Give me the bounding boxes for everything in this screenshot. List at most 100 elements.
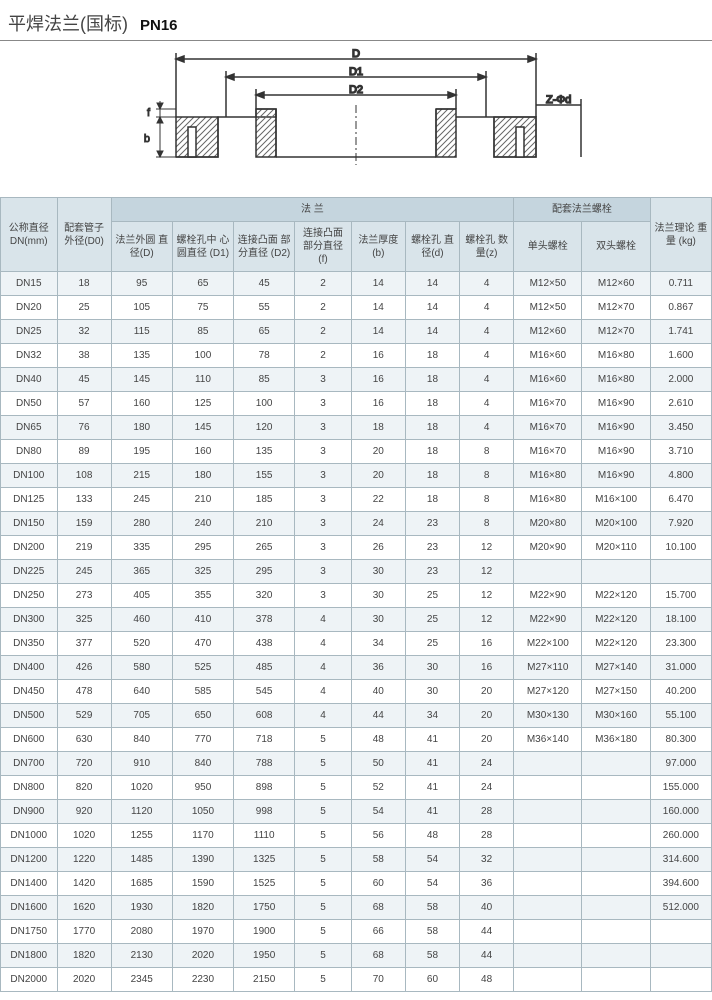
hdr-D1: 螺栓孔中 心圆直径 (D1) xyxy=(172,222,233,272)
table-cell: 180 xyxy=(111,416,172,440)
table-cell: 5 xyxy=(295,800,352,824)
table-cell: 650 xyxy=(172,704,233,728)
table-cell: M27×120 xyxy=(514,680,582,704)
table-cell: 38 xyxy=(57,344,111,368)
table-cell: 1770 xyxy=(57,920,111,944)
table-cell: 4 xyxy=(460,392,514,416)
table-cell: M16×90 xyxy=(582,440,650,464)
title-divider xyxy=(0,40,712,41)
table-cell: 18 xyxy=(405,392,459,416)
table-cell: M22×120 xyxy=(582,632,650,656)
table-cell: M16×90 xyxy=(582,416,650,440)
flange-diagram: D D1 D2 Z-Φd xyxy=(126,47,586,187)
table-cell: 1750 xyxy=(234,896,295,920)
table-cell: 1170 xyxy=(172,824,233,848)
table-cell: 3 xyxy=(295,440,352,464)
table-cell: 31.000 xyxy=(650,656,711,680)
table-cell: 24 xyxy=(460,776,514,800)
table-cell: 145 xyxy=(172,416,233,440)
table-cell: 545 xyxy=(234,680,295,704)
table-cell: 1820 xyxy=(172,896,233,920)
table-cell: 57 xyxy=(57,392,111,416)
table-cell: 26 xyxy=(351,536,405,560)
table-cell: 3 xyxy=(295,416,352,440)
hdr-D2: 连接凸面 部分直径 (D2) xyxy=(234,222,295,272)
table-cell: 54 xyxy=(351,800,405,824)
table-cell xyxy=(582,776,650,800)
table-cell: 34 xyxy=(351,632,405,656)
table-cell: 630 xyxy=(57,728,111,752)
table-cell: DN1800 xyxy=(1,944,58,968)
hdr-D: 法兰外圆 直径(D) xyxy=(111,222,172,272)
table-cell: 4 xyxy=(460,272,514,296)
hdr-bolt2: 双头螺栓 xyxy=(582,222,650,272)
table-cell xyxy=(650,920,711,944)
table-cell: M22×120 xyxy=(582,584,650,608)
table-cell: 585 xyxy=(172,680,233,704)
hdr-flange-group: 法 兰 xyxy=(111,198,514,222)
table-cell: 110 xyxy=(172,368,233,392)
table-cell: 580 xyxy=(111,656,172,680)
table-cell: 898 xyxy=(234,776,295,800)
table-cell: 180 xyxy=(172,464,233,488)
table-row: DN8089195160135320188M16×70M16×903.710 xyxy=(1,440,712,464)
table-cell xyxy=(582,944,650,968)
table-cell: 89 xyxy=(57,440,111,464)
table-cell: 14 xyxy=(351,272,405,296)
table-cell: 3 xyxy=(295,584,352,608)
table-cell: 44 xyxy=(460,944,514,968)
table-cell: 60 xyxy=(351,872,405,896)
table-cell: 68 xyxy=(351,944,405,968)
table-cell xyxy=(582,848,650,872)
table-cell xyxy=(582,824,650,848)
table-cell: 365 xyxy=(111,560,172,584)
table-cell: 2080 xyxy=(111,920,172,944)
table-cell: 1255 xyxy=(111,824,172,848)
svg-text:b: b xyxy=(144,133,150,145)
table-cell: DN500 xyxy=(1,704,58,728)
table-cell: 4 xyxy=(460,320,514,344)
spec-table: 公称直径 DN(mm) 配套管子 外径(D0) 法 兰 配套法兰螺栓 法兰理论 … xyxy=(0,197,712,992)
table-cell: 12 xyxy=(460,584,514,608)
table-cell: 210 xyxy=(234,512,295,536)
table-cell: 20 xyxy=(351,464,405,488)
table-cell: M30×160 xyxy=(582,704,650,728)
table-row: DN5057160125100316184M16×70M16×902.610 xyxy=(1,392,712,416)
table-cell: 100 xyxy=(172,344,233,368)
table-row: DN150159280240210324238M20×80M20×1007.92… xyxy=(1,512,712,536)
table-row: DN100108215180155320188M16×80M16×904.800 xyxy=(1,464,712,488)
table-cell: 3 xyxy=(295,488,352,512)
table-cell: 3.710 xyxy=(650,440,711,464)
table-cell: 3 xyxy=(295,512,352,536)
table-cell: 5 xyxy=(295,968,352,992)
table-cell: 240 xyxy=(172,512,233,536)
table-cell: 1110 xyxy=(234,824,295,848)
table-cell: 55 xyxy=(234,296,295,320)
table-cell: M27×150 xyxy=(582,680,650,704)
table-cell: 6.470 xyxy=(650,488,711,512)
table-cell: DN800 xyxy=(1,776,58,800)
table-cell: 18 xyxy=(57,272,111,296)
table-cell: 18 xyxy=(405,488,459,512)
table-cell: DN150 xyxy=(1,512,58,536)
table-cell: 100 xyxy=(234,392,295,416)
svg-text:D2: D2 xyxy=(349,84,363,96)
table-cell xyxy=(514,872,582,896)
table-cell: 70 xyxy=(351,968,405,992)
table-cell: 4 xyxy=(460,296,514,320)
table-cell: M16×80 xyxy=(582,368,650,392)
table-cell: 788 xyxy=(234,752,295,776)
table-cell: M12×60 xyxy=(582,272,650,296)
table-cell xyxy=(514,920,582,944)
table-cell: 44 xyxy=(351,704,405,728)
table-cell: M36×140 xyxy=(514,728,582,752)
table-cell: 1930 xyxy=(111,896,172,920)
table-cell: 24 xyxy=(351,512,405,536)
table-cell: 394.600 xyxy=(650,872,711,896)
table-cell: 1.741 xyxy=(650,320,711,344)
table-cell: DN900 xyxy=(1,800,58,824)
table-cell: 3.450 xyxy=(650,416,711,440)
table-cell: 2230 xyxy=(172,968,233,992)
table-cell: 820 xyxy=(57,776,111,800)
table-cell: 8 xyxy=(460,512,514,536)
